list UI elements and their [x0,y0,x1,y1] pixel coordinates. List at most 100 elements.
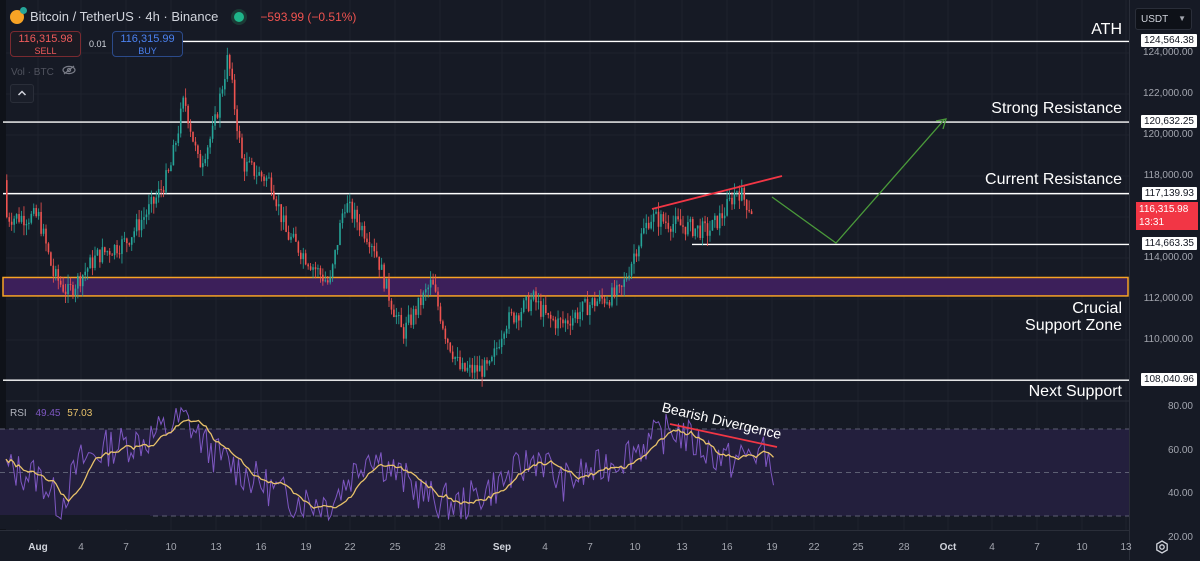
candle-body [84,271,86,276]
candle-body [569,323,572,326]
time-tick: 7 [123,542,129,553]
candle-body [459,356,461,370]
candle-body [451,351,454,359]
candle-body [216,114,219,118]
candle-body [662,214,665,222]
sell-price: 116,315.98 [18,33,73,45]
candle-body [10,221,13,225]
candle-body [726,199,728,216]
candle-body [635,253,638,257]
candle-body [405,322,407,339]
candle-body [175,143,177,145]
candle-body [197,145,199,154]
candle-body [202,163,204,168]
rsi-tick: 80.00 [1167,401,1193,413]
candle-body [157,189,160,198]
rsi-label[interactable]: RSI [10,408,27,419]
candle-body [145,214,148,218]
candle-body [363,225,366,239]
candle-body [324,280,327,282]
candle-body [745,199,748,211]
candle-body [314,267,317,270]
candle-body [684,226,687,235]
candle-body [665,221,667,223]
candle-body [282,215,285,223]
candle-body [302,253,305,260]
candle-body [402,327,405,339]
candle-body [170,165,172,172]
eye-hidden-icon[interactable] [62,65,76,75]
candle-body [723,215,726,219]
buy-button[interactable]: 116,315.99 BUY [112,31,183,57]
candle-body [23,215,25,226]
candle-body [55,269,57,277]
price-axis[interactable]: 124,000.00 122,000.00 120,000.00 118,000.00… [1129,0,1200,560]
time-tick: 19 [300,542,312,553]
candle-body [118,253,121,255]
candle-body [567,320,569,324]
candle-body [464,363,466,371]
candle-body [731,197,733,205]
time-tick: 7 [587,542,593,553]
candle-body [238,131,241,138]
rsi-value: 49.45 [35,408,61,419]
candle-body [454,357,456,359]
candle-body [79,275,82,287]
candle-body [322,274,324,282]
settings-gear-icon[interactable] [1155,540,1169,554]
candle-body [750,211,753,215]
candle-body [361,225,363,231]
time-tick: Aug [28,542,48,553]
bar-countdown: 13:31 [1139,217,1165,228]
candle-body [711,220,714,231]
candle-body [336,244,339,251]
level-price-label: 114,663.35 [1141,237,1197,251]
time-tick: Sep [492,542,512,553]
time-tick: 7 [1034,542,1040,553]
candle-body [696,225,699,229]
level-price-label: 124,564.38 [1140,34,1197,48]
currency-select[interactable]: USDT ▼ [1135,8,1192,30]
candle-body [716,215,719,229]
sell-button[interactable]: 116,315.98 SELL [10,31,81,57]
rsi-ma-value: 57.03 [67,408,93,419]
candle-body [285,215,287,232]
candle-body [420,297,422,306]
candle-body [417,297,420,315]
candle-body [50,252,52,266]
candle-body [674,216,677,224]
time-axis[interactable]: Aug 4 7 10 13 16 19 22 25 28 Sep 4 7 10 13 16 19 22 25 28 Oc… [0,530,1132,561]
candle-body [718,213,721,229]
time-tick: 22 [344,542,356,553]
candle-body [488,360,491,364]
time-tick: 16 [721,542,733,553]
candle-body [160,189,162,191]
candle-body [96,249,99,256]
candle-body [660,214,662,227]
symbol-title[interactable]: Bitcoin / TetherUS · 4h · Binance [30,9,219,24]
candle-body [268,177,270,179]
candle-body [177,133,180,144]
annotation-ath: ATH [1091,21,1122,38]
collapse-legend-button[interactable] [10,84,34,103]
candle-body [733,192,736,205]
candle-body [214,114,216,126]
chart-canvas[interactable] [0,0,1129,530]
candle-body [547,313,550,315]
candle-body [121,239,123,254]
candle-body [334,250,336,265]
annotation-next-support: Next Support [1028,383,1122,400]
candle-body [371,246,373,248]
candle-body [304,253,307,265]
rsi-band-fill [0,429,1129,516]
time-tick: 16 [255,542,267,553]
candle-body [383,264,385,289]
candle-body [496,347,498,349]
candle-body [574,312,576,319]
order-quantity[interactable]: 0.01 [89,39,107,49]
candle-body [623,279,625,287]
candle-body [527,296,530,312]
candle-body [532,291,535,300]
candle-body [165,170,167,193]
